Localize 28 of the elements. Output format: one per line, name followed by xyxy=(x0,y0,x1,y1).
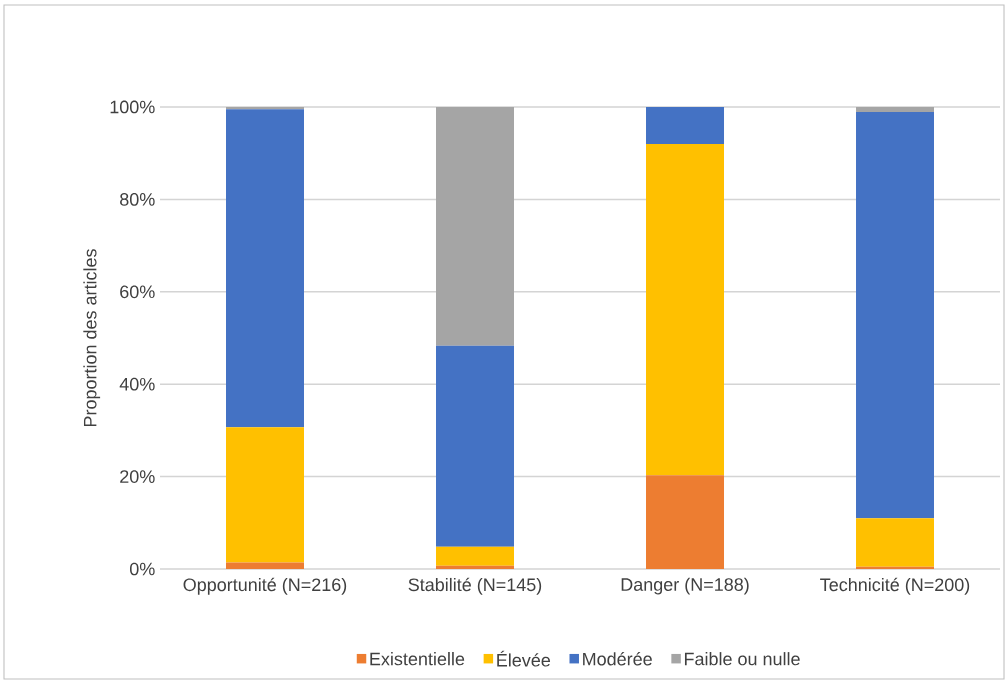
bar xyxy=(856,518,935,567)
bar xyxy=(646,106,725,144)
bar xyxy=(856,112,935,519)
x-tick-label: Stabilité (N=145) xyxy=(408,577,542,595)
bar xyxy=(226,562,304,569)
bar xyxy=(646,475,725,569)
bar xyxy=(436,546,514,566)
y-tick-label: 20% xyxy=(120,470,155,483)
x-tick-label: Technicité (N=200) xyxy=(820,577,970,595)
bar xyxy=(436,565,514,569)
legend-label: Modérée xyxy=(583,652,652,666)
bar xyxy=(436,106,514,346)
y-tick-label: 0% xyxy=(129,562,155,576)
y-tick-label: 60% xyxy=(120,285,155,299)
bar xyxy=(856,106,935,113)
x-tick-label: Opportunité (N=216) xyxy=(183,577,347,595)
y-axis-title: Proportion des articles xyxy=(83,249,101,427)
bar xyxy=(226,427,304,563)
legend-label: Élevée xyxy=(497,650,551,667)
bar xyxy=(226,109,304,428)
y-tick-label: 80% xyxy=(120,193,155,206)
legend-label: Existentielle xyxy=(370,652,465,666)
bar xyxy=(646,143,725,476)
bar xyxy=(436,345,514,547)
y-tick-label: 40% xyxy=(119,377,155,391)
legend-label: Faible ou nulle xyxy=(684,652,800,666)
y-tick-label: 100% xyxy=(110,100,155,114)
x-tick-label: Danger (N=188) xyxy=(621,577,749,595)
